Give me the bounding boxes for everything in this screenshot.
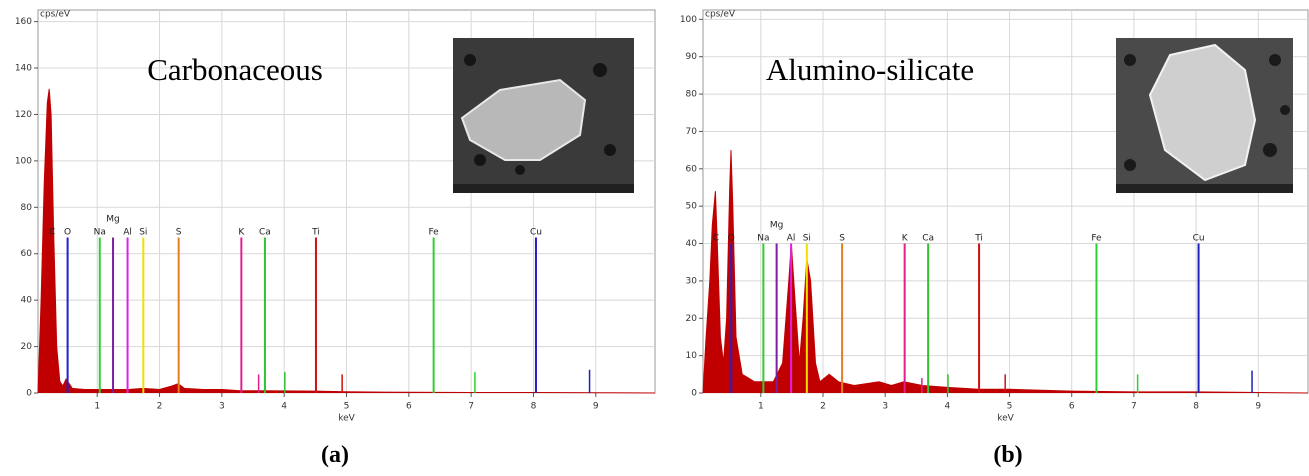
element-label: Ca xyxy=(922,234,934,244)
y-tick-label: 120 xyxy=(15,110,32,120)
x-tick-label: 2 xyxy=(157,402,163,412)
x-axis-label: keV xyxy=(997,414,1014,424)
x-tick-label: 9 xyxy=(593,402,599,412)
element-label: Si xyxy=(803,234,811,244)
x-tick-label: 8 xyxy=(1193,402,1199,412)
element-label: O xyxy=(728,234,735,244)
x-tick-label: 2 xyxy=(820,402,826,412)
x-tick-label: 7 xyxy=(468,402,474,412)
element-label: Al xyxy=(123,227,132,237)
element-label: Ti xyxy=(974,234,983,244)
chart-title: Alumino-silicate xyxy=(766,52,974,87)
element-label: Fe xyxy=(429,227,440,237)
element-label: Mg xyxy=(106,214,119,224)
element-label: Mg xyxy=(770,221,783,231)
element-label: K xyxy=(238,227,245,237)
y-tick-label: 20 xyxy=(686,314,698,324)
element-label: Fe xyxy=(1091,234,1102,244)
y-tick-label: 90 xyxy=(686,52,698,62)
x-axis-label: keV xyxy=(338,414,355,424)
y-tick-label: 60 xyxy=(686,164,698,174)
y-axis-label: cps/eV xyxy=(40,10,71,20)
y-tick-label: 50 xyxy=(686,202,698,212)
y-tick-label: 100 xyxy=(15,156,32,166)
y-tick-label: 30 xyxy=(686,276,698,286)
y-tick-label: 40 xyxy=(686,239,698,249)
element-label: Na xyxy=(757,234,769,244)
x-tick-label: 6 xyxy=(406,402,412,412)
element-label: Ca xyxy=(259,227,271,237)
caption: (b) xyxy=(993,442,1022,468)
element-label: Al xyxy=(787,234,796,244)
x-tick-label: 4 xyxy=(281,402,287,412)
y-tick-label: 100 xyxy=(680,15,697,25)
y-tick-label: 10 xyxy=(686,351,698,361)
element-label: Si xyxy=(139,227,147,237)
x-tick-label: 3 xyxy=(219,402,225,412)
x-tick-label: 5 xyxy=(1007,402,1013,412)
y-tick-label: 140 xyxy=(15,64,32,74)
x-tick-label: 6 xyxy=(1069,402,1075,412)
y-tick-label: 0 xyxy=(691,389,697,399)
element-label: Ti xyxy=(311,227,320,237)
x-tick-label: 3 xyxy=(882,402,888,412)
element-label: C xyxy=(713,234,719,244)
y-tick-label: 0 xyxy=(26,389,32,399)
x-tick-label: 1 xyxy=(758,402,764,412)
x-tick-label: 5 xyxy=(344,402,350,412)
y-tick-label: 80 xyxy=(686,90,698,100)
element-label: S xyxy=(839,234,845,244)
caption: (a) xyxy=(321,442,349,468)
spectrum xyxy=(702,150,1309,394)
chart-title: Carbonaceous xyxy=(147,52,323,87)
y-axis-label: cps/eV xyxy=(705,10,736,20)
y-tick-label: 70 xyxy=(686,127,698,137)
y-tick-label: 20 xyxy=(21,342,33,352)
x-tick-label: 9 xyxy=(1255,402,1261,412)
x-tick-label: 4 xyxy=(944,402,950,412)
element-label: Na xyxy=(94,227,106,237)
y-tick-label: 80 xyxy=(21,203,33,213)
x-tick-label: 1 xyxy=(94,402,100,412)
x-tick-label: 7 xyxy=(1131,402,1137,412)
x-tick-label: 8 xyxy=(531,402,537,412)
y-tick-label: 160 xyxy=(15,17,32,27)
element-label: Cu xyxy=(530,227,542,237)
element-label: S xyxy=(176,227,182,237)
spectrum xyxy=(37,88,656,394)
inset-image-b xyxy=(1116,38,1293,193)
element-label: Cu xyxy=(1193,234,1205,244)
y-tick-label: 60 xyxy=(21,249,33,259)
element-label: C xyxy=(49,227,55,237)
y-tick-label: 40 xyxy=(21,296,33,306)
element-label: K xyxy=(902,234,909,244)
element-label: O xyxy=(64,227,71,237)
inset-image-a xyxy=(453,38,634,193)
